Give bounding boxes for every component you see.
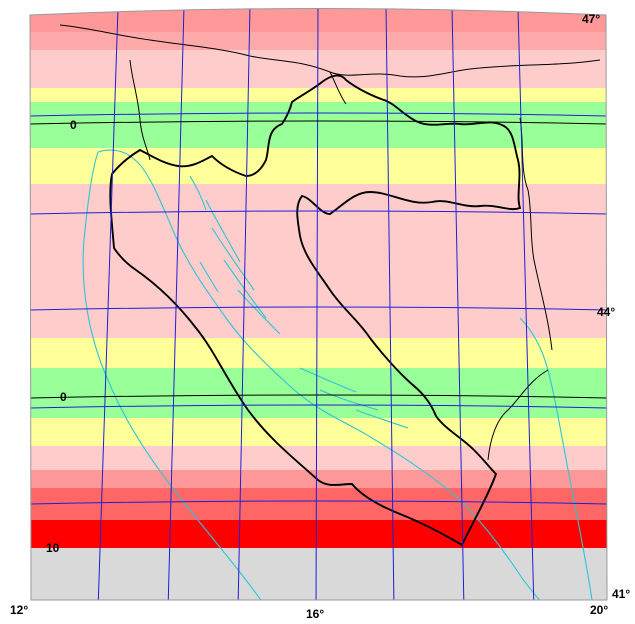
lat-label-47: 47° — [582, 12, 601, 26]
lon-label-16: 16° — [306, 607, 325, 621]
band-green — [30, 102, 607, 148]
contour-zero-upper — [30, 120, 607, 125]
parallel — [30, 112, 607, 117]
band-salmon — [30, 470, 607, 488]
band-salmon — [30, 32, 607, 50]
error-bands — [30, 8, 607, 600]
band-red-strong — [30, 520, 607, 548]
country-borders — [59, 24, 601, 461]
band-yellow — [30, 418, 607, 446]
parallel — [30, 500, 607, 505]
band-salmon-top — [30, 8, 607, 32]
lon-label-12: 12° — [10, 603, 29, 617]
parallel — [30, 210, 607, 215]
graticule — [30, 8, 607, 600]
contour-label-ten: 10 — [46, 541, 60, 555]
lat-label-41: 41° — [612, 587, 631, 601]
contour-label-lower-zero: 0 — [60, 390, 67, 404]
map-frame — [29, 8, 608, 601]
band-yellow — [30, 88, 607, 102]
croatia-outline — [109, 74, 522, 547]
band-gray — [30, 548, 607, 600]
parallel — [30, 306, 607, 311]
band-yellow — [30, 338, 607, 368]
parallel — [30, 404, 607, 409]
contour-label-upper-zero: 0 — [70, 118, 77, 132]
band-red — [30, 488, 607, 520]
band-pink — [30, 446, 607, 470]
contour-zero-lower — [30, 394, 607, 399]
lon-label-20: 20° — [590, 603, 609, 617]
lat-label-44: 44° — [597, 305, 616, 319]
band-pink — [30, 50, 607, 88]
coastline — [82, 149, 593, 600]
